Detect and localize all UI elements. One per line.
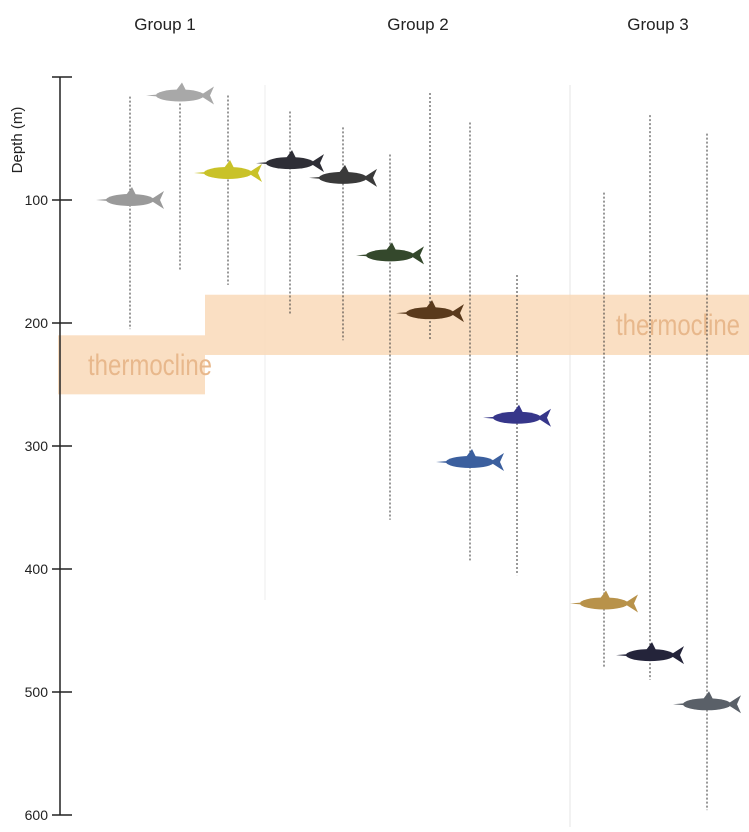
fish [194, 159, 262, 182]
fish-tail [450, 304, 464, 323]
group-title: Group 2 [387, 15, 448, 34]
fish-tail [200, 86, 214, 105]
fish-bill [673, 703, 685, 706]
fish-fin [426, 300, 436, 309]
y-tick-label: 500 [25, 684, 49, 700]
fish-body [106, 194, 154, 206]
fish-body [580, 597, 628, 610]
fish-body [446, 455, 494, 468]
fish-tail [670, 646, 684, 665]
fish-tail [727, 695, 741, 714]
fish-tail [490, 452, 504, 471]
fish-bill [146, 94, 158, 97]
fish [356, 242, 424, 265]
fish-bill [483, 416, 495, 419]
y-tick-label: 600 [25, 807, 49, 823]
fish-fin [466, 448, 476, 457]
fish-bill [256, 162, 268, 165]
thermocline-label: thermocline [616, 307, 740, 341]
fish-body [266, 157, 314, 170]
y-tick-label: 400 [25, 561, 49, 577]
fish-bill [570, 602, 582, 605]
fish-tail [363, 168, 377, 187]
fish-tail [248, 163, 262, 182]
fish-fin [646, 642, 656, 651]
fish-body [319, 171, 367, 184]
fish-fin [339, 164, 349, 173]
fish [96, 187, 164, 209]
fish-bill [436, 460, 448, 463]
fish-fin [386, 242, 396, 251]
fish-body [493, 411, 541, 424]
fish-bill [356, 254, 368, 257]
fish-body [366, 249, 414, 262]
fish-tail [537, 408, 551, 427]
thermocline-band [205, 294, 749, 355]
y-tick-label: 300 [25, 438, 49, 454]
fish-bill [616, 654, 628, 657]
fish-tail [150, 191, 164, 209]
y-tick-label: 200 [25, 315, 49, 331]
fish-body [156, 89, 204, 102]
y-tick-label: 100 [25, 192, 49, 208]
fish-body [204, 166, 252, 179]
fish-fin [126, 187, 136, 195]
fish-fin [513, 404, 523, 413]
group-title: Group 1 [134, 15, 195, 34]
thermocline-label: thermocline [88, 347, 212, 381]
fish [146, 82, 214, 105]
fish [309, 164, 377, 187]
fish [673, 691, 741, 714]
fish-body [683, 698, 731, 711]
fish-bill [96, 199, 108, 201]
fish-tail [410, 246, 424, 265]
group-title: Group 3 [627, 15, 688, 34]
fish-fin [224, 159, 234, 168]
fish-fin [176, 82, 186, 91]
fish-bill [309, 176, 321, 179]
fish [256, 150, 324, 173]
fish-bill [396, 312, 408, 315]
fish-fin [600, 590, 610, 599]
thermocline-band [58, 335, 205, 395]
fish-tail [310, 154, 324, 173]
fish [436, 448, 504, 471]
fish-tail [624, 594, 638, 613]
axis-title: Depth (m) [9, 107, 26, 174]
fish-fin [286, 150, 296, 159]
fish-body [626, 649, 674, 662]
fish [616, 642, 684, 665]
fish-bill [194, 171, 206, 174]
fish-body [406, 307, 454, 320]
fish-fin [703, 691, 713, 700]
fish [570, 590, 638, 613]
fish [483, 404, 551, 427]
fish [396, 300, 464, 323]
